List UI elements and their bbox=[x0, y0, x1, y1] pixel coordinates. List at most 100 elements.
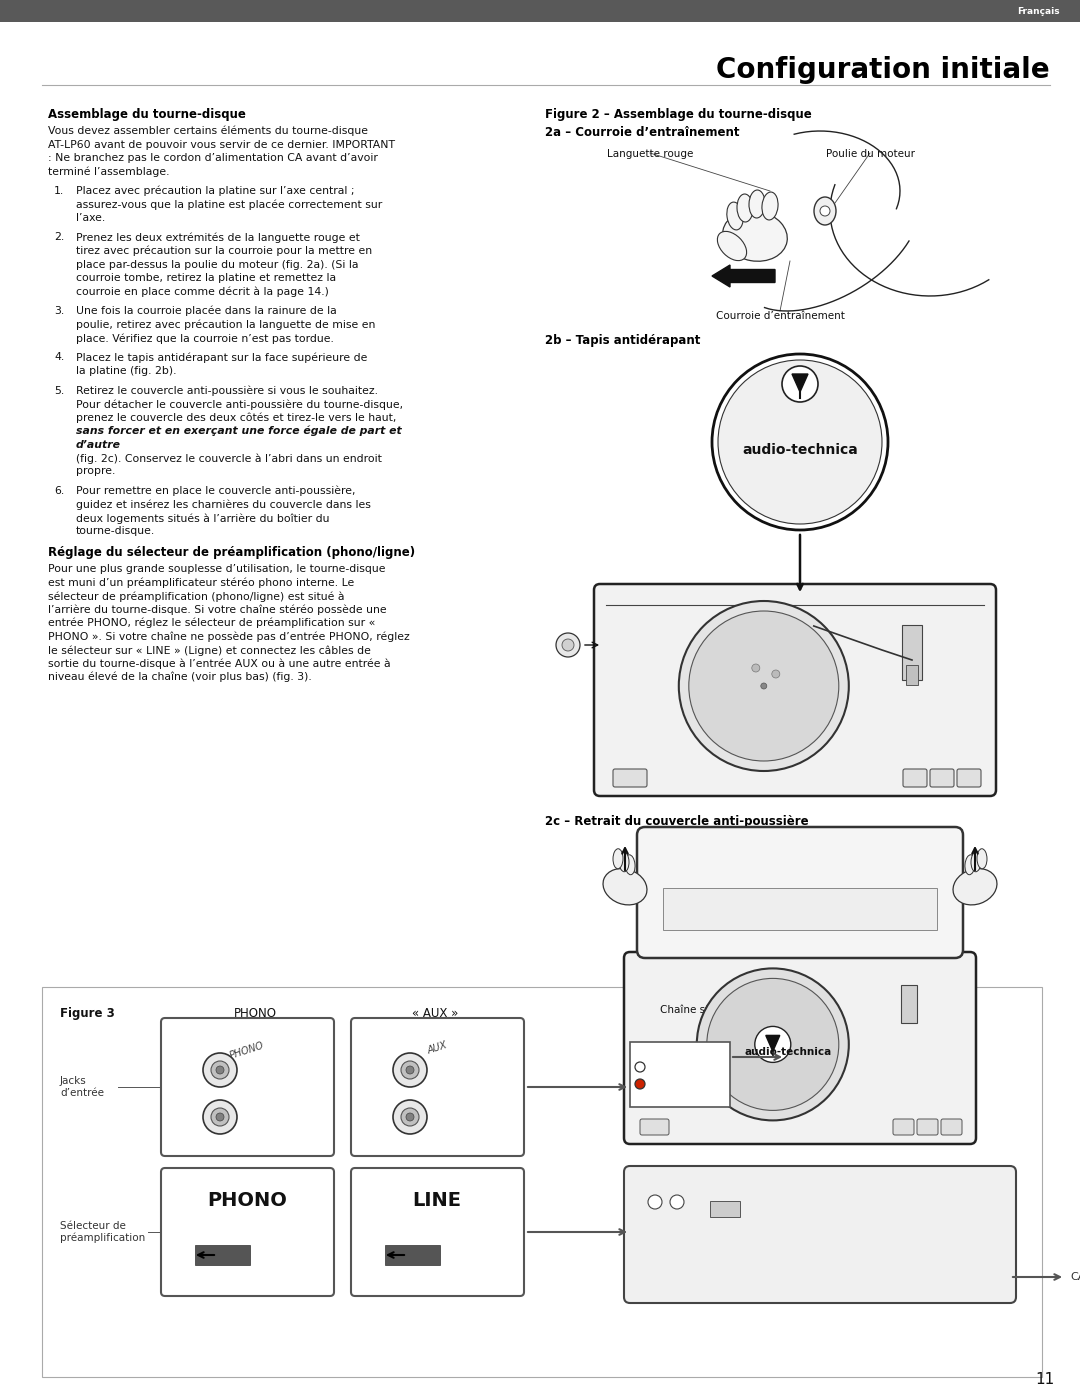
Circle shape bbox=[211, 1108, 229, 1126]
Text: 4.: 4. bbox=[54, 352, 64, 362]
Text: R: R bbox=[435, 1112, 443, 1122]
Circle shape bbox=[203, 1053, 237, 1087]
Text: deux logements situés à l’arrière du boîtier du: deux logements situés à l’arrière du boî… bbox=[76, 513, 329, 524]
Circle shape bbox=[755, 1027, 791, 1062]
Text: Vous devez assembler certains éléments du tourne-disque: Vous devez assembler certains éléments d… bbox=[48, 126, 368, 137]
Ellipse shape bbox=[717, 232, 746, 261]
Text: Réglage du sélecteur de préamplification (phono/ligne): Réglage du sélecteur de préamplification… bbox=[48, 546, 415, 559]
Circle shape bbox=[216, 1113, 224, 1120]
Ellipse shape bbox=[727, 203, 743, 231]
Text: PHONO: PHONO bbox=[207, 1190, 287, 1210]
Text: Prenez les deux extrémités de la languette rouge et: Prenez les deux extrémités de la languet… bbox=[76, 232, 360, 243]
Circle shape bbox=[635, 1062, 645, 1071]
FancyBboxPatch shape bbox=[351, 1168, 524, 1296]
Bar bbox=[902, 624, 922, 680]
FancyBboxPatch shape bbox=[930, 768, 954, 787]
Ellipse shape bbox=[750, 190, 765, 218]
Ellipse shape bbox=[625, 855, 635, 875]
FancyBboxPatch shape bbox=[351, 1018, 524, 1155]
Text: poulie, retirez avec précaution la languette de mise en: poulie, retirez avec précaution la langu… bbox=[76, 320, 376, 330]
Text: Retirez le couvercle anti-poussière si vous le souhaitez.: Retirez le couvercle anti-poussière si v… bbox=[76, 386, 378, 395]
Text: l’axe.: l’axe. bbox=[76, 212, 105, 224]
Circle shape bbox=[393, 1099, 427, 1134]
Circle shape bbox=[401, 1060, 419, 1078]
Text: PHONO: PHONO bbox=[229, 1039, 266, 1060]
Bar bbox=[384, 1245, 440, 1266]
Ellipse shape bbox=[613, 849, 623, 869]
Circle shape bbox=[203, 1099, 237, 1134]
Bar bbox=[630, 1042, 730, 1106]
Text: LINE: LINE bbox=[413, 1190, 461, 1210]
Text: est muni d’un préamplificateur stéréo phono interne. Le: est muni d’un préamplificateur stéréo ph… bbox=[48, 577, 354, 588]
Text: Français: Français bbox=[1017, 7, 1059, 15]
FancyBboxPatch shape bbox=[613, 768, 647, 787]
Text: Jacks
d’entrée: Jacks d’entrée bbox=[60, 1076, 104, 1098]
Text: 3.: 3. bbox=[54, 306, 64, 316]
Circle shape bbox=[216, 1066, 224, 1074]
FancyBboxPatch shape bbox=[893, 1119, 914, 1134]
Text: Configuration initiale: Configuration initiale bbox=[716, 56, 1050, 84]
Ellipse shape bbox=[603, 869, 647, 905]
FancyBboxPatch shape bbox=[161, 1168, 334, 1296]
Bar bbox=[663, 888, 937, 930]
FancyBboxPatch shape bbox=[941, 1119, 962, 1134]
Text: AUX: AUX bbox=[426, 1039, 448, 1056]
FancyArrow shape bbox=[712, 265, 775, 286]
Circle shape bbox=[712, 353, 888, 529]
Text: courroie en place comme décrit à la page 14.): courroie en place comme décrit à la page… bbox=[76, 286, 329, 298]
Polygon shape bbox=[792, 374, 808, 393]
Ellipse shape bbox=[619, 852, 629, 872]
Circle shape bbox=[211, 1060, 229, 1078]
Circle shape bbox=[393, 1053, 427, 1087]
Circle shape bbox=[406, 1066, 414, 1074]
Text: Figure 3: Figure 3 bbox=[60, 1007, 114, 1020]
Text: Assemblage du tourne-disque: Assemblage du tourne-disque bbox=[48, 108, 246, 122]
Text: CA: CA bbox=[789, 1052, 806, 1062]
Ellipse shape bbox=[723, 211, 787, 261]
Circle shape bbox=[760, 683, 767, 689]
Text: 2a – Courroie d’entraînement: 2a – Courroie d’entraînement bbox=[545, 126, 740, 138]
Text: Pour une plus grande souplesse d’utilisation, le tourne-disque: Pour une plus grande souplesse d’utilisa… bbox=[48, 564, 386, 574]
Circle shape bbox=[752, 664, 760, 672]
Text: 2c – Retrait du couvercle anti-poussière: 2c – Retrait du couvercle anti-poussière bbox=[545, 814, 809, 828]
FancyBboxPatch shape bbox=[161, 1018, 334, 1155]
Text: Sélecteur de
préamplification: Sélecteur de préamplification bbox=[60, 1221, 145, 1243]
Ellipse shape bbox=[814, 197, 836, 225]
Bar bbox=[901, 985, 917, 1023]
FancyBboxPatch shape bbox=[637, 827, 963, 958]
Text: tourne-disque.: tourne-disque. bbox=[76, 527, 156, 536]
Circle shape bbox=[406, 1113, 414, 1120]
Text: CA: CA bbox=[1070, 1273, 1080, 1282]
Text: (fig. 2c). Conservez le couvercle à l’abri dans un endroit: (fig. 2c). Conservez le couvercle à l’ab… bbox=[76, 453, 382, 464]
Text: « AUX »: « AUX » bbox=[411, 1007, 458, 1020]
FancyBboxPatch shape bbox=[903, 768, 927, 787]
Text: Rouge: Rouge bbox=[650, 1078, 680, 1090]
Text: 2b – Tapis antidérapant: 2b – Tapis antidérapant bbox=[545, 334, 700, 346]
Text: Pour détacher le couvercle anti-poussière du tourne-disque,: Pour détacher le couvercle anti-poussièr… bbox=[76, 400, 403, 409]
Text: niveau élevé de la chaîne (voir plus bas) (fig. 3).: niveau élevé de la chaîne (voir plus bas… bbox=[48, 672, 312, 683]
Text: 2.: 2. bbox=[54, 232, 64, 243]
Text: guidez et insérez les charnières du couvercle dans les: guidez et insérez les charnières du couv… bbox=[76, 500, 370, 510]
Polygon shape bbox=[766, 1035, 780, 1052]
Ellipse shape bbox=[964, 855, 975, 875]
Text: 6.: 6. bbox=[54, 486, 64, 496]
Text: la platine (fig. 2b).: la platine (fig. 2b). bbox=[76, 366, 176, 376]
Circle shape bbox=[556, 633, 580, 657]
Bar bbox=[0, 0, 1080, 22]
Circle shape bbox=[706, 978, 839, 1111]
Text: Poulie du moteur: Poulie du moteur bbox=[825, 149, 915, 159]
Bar bbox=[710, 1201, 740, 1217]
Circle shape bbox=[635, 1078, 645, 1090]
Text: propre.: propre. bbox=[76, 467, 116, 476]
Bar bbox=[195, 1245, 249, 1266]
Text: audio-technica: audio-technica bbox=[742, 443, 858, 457]
Bar bbox=[906, 665, 918, 685]
Text: Chaîne stéréo: Chaîne stéréo bbox=[660, 1004, 732, 1016]
FancyBboxPatch shape bbox=[594, 584, 996, 796]
Text: 11: 11 bbox=[1036, 1372, 1055, 1386]
Text: courroie tombe, retirez la platine et remettez la: courroie tombe, retirez la platine et re… bbox=[76, 272, 336, 284]
Text: Figure 2 – Assemblage du tourne-disque: Figure 2 – Assemblage du tourne-disque bbox=[545, 108, 812, 122]
Text: L: L bbox=[245, 1065, 252, 1076]
Circle shape bbox=[689, 610, 839, 761]
Text: terminé l’assemblage.: terminé l’assemblage. bbox=[48, 166, 170, 177]
